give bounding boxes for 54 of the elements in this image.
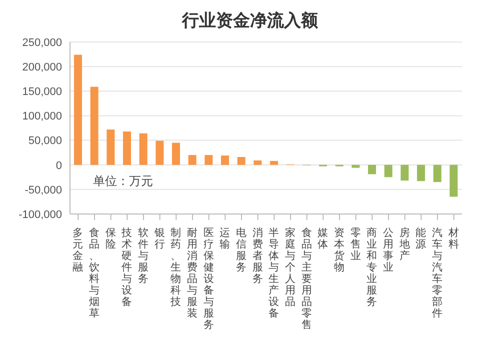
y-tick-label: 50,000 <box>28 135 62 148</box>
x-tick-label: 能源 <box>416 226 427 250</box>
category-label: 食品与主要用品零售 <box>301 227 312 331</box>
category-label: 医疗保健设备与服务 <box>203 227 214 331</box>
x-tick-label: 资本货物 <box>334 227 345 274</box>
bar <box>74 54 82 165</box>
y-tick-label: 100,000 <box>22 110 62 123</box>
bar <box>270 160 278 165</box>
bar <box>384 164 392 178</box>
x-tick-label: 材料 <box>447 226 460 250</box>
y-tick-label: 200,000 <box>22 61 62 74</box>
bar <box>254 160 262 165</box>
x-tick-label: 银行 <box>153 227 166 250</box>
x-tick-label: 媒体 <box>318 227 329 250</box>
x-tick-label: 技术硬件与设备 <box>120 227 133 308</box>
x-tick-label: 消费者服务 <box>252 226 264 285</box>
x-tick-label: 汽车与汽车零部件 <box>432 227 443 320</box>
bar <box>417 164 425 182</box>
x-tick-label: 电信服务 <box>236 226 247 274</box>
bar <box>368 164 376 174</box>
bar <box>188 155 196 165</box>
x-tick-label: 制药、生物科技 <box>170 226 182 308</box>
y-tick-label: -50,000 <box>24 184 62 196</box>
x-tick-label: 耐用消费品与服装 <box>187 227 198 320</box>
bar <box>450 164 458 197</box>
bar <box>90 86 98 165</box>
y-tick-label: -100,000 <box>18 208 62 221</box>
annotation: 单位：万元 <box>93 173 153 190</box>
bar <box>400 164 409 181</box>
bar <box>172 142 180 165</box>
x-tick-label: 保险 <box>105 227 116 250</box>
y-tick-label: 150,000 <box>22 86 62 98</box>
bar <box>204 155 213 165</box>
x-tick-label: 零售业 <box>350 227 362 262</box>
x-tick-label: 多元金融 <box>72 227 84 274</box>
y-tick-label: 250,000 <box>22 36 62 49</box>
x-tick-label: 公用事业 <box>383 227 394 274</box>
x-tick-label: 房地产 <box>398 226 410 262</box>
bar <box>156 140 164 165</box>
bar <box>237 156 246 165</box>
x-tick-label: 半导体与生产设备 <box>268 226 280 320</box>
x-tick-label: 运输 <box>220 226 231 250</box>
bar <box>221 156 229 165</box>
x-tick-label: 商业和专业服务 <box>366 226 378 308</box>
x-tick-label: 家庭与个人用品 <box>285 226 296 308</box>
chart-title: 行业资金净流入额 <box>180 10 319 32</box>
x-tick-label: 食品、饮料与烟草 <box>88 227 100 320</box>
bar <box>139 133 148 165</box>
bar <box>433 164 442 182</box>
y-tick-label: 0 <box>56 160 62 172</box>
bar <box>352 164 360 168</box>
x-tick-label: 软件与服务 <box>138 227 149 285</box>
bar <box>123 131 131 165</box>
bar <box>106 129 115 165</box>
